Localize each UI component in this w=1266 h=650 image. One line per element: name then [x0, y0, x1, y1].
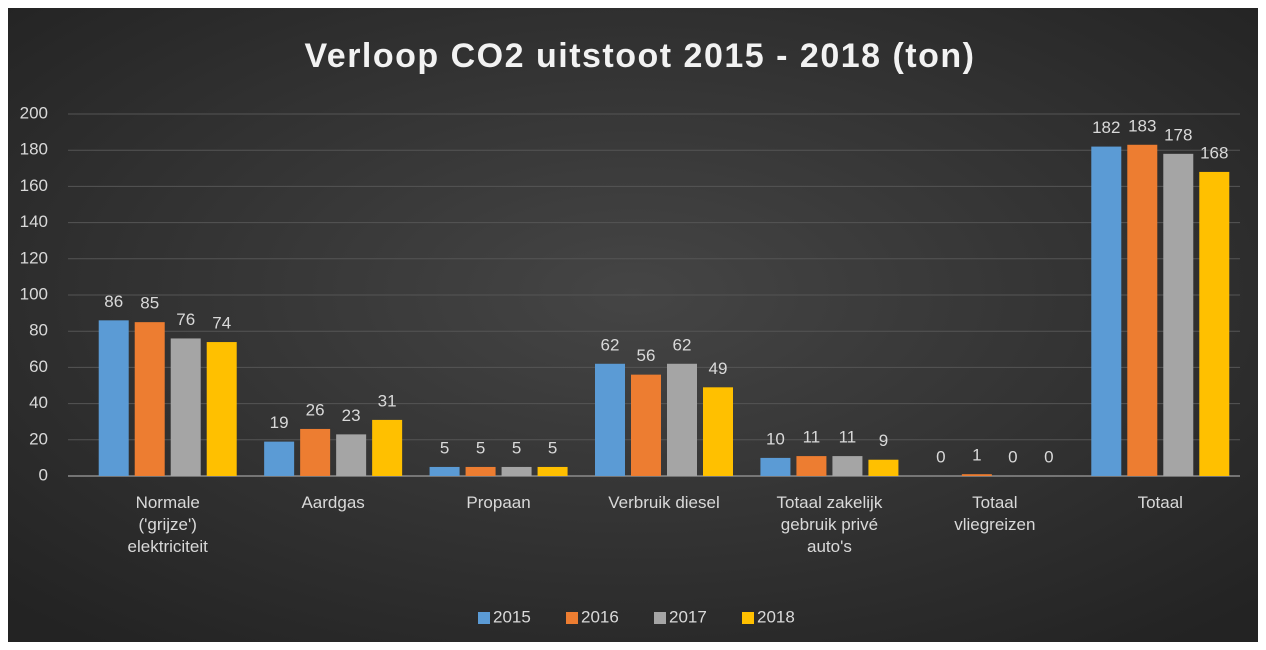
y-tick-label: 200 [20, 103, 48, 122]
bar [961, 474, 992, 476]
bar [1127, 144, 1158, 476]
bar [796, 456, 827, 476]
data-label: 182 [1092, 118, 1120, 137]
bar [760, 457, 791, 476]
y-tick-label: 180 [20, 140, 48, 159]
bar [595, 363, 625, 476]
legend-swatch [566, 612, 578, 624]
bar [537, 466, 568, 476]
y-tick-label: 160 [20, 176, 48, 195]
data-label: 86 [104, 292, 123, 311]
legend-label: 2015 [493, 607, 531, 626]
bar [264, 441, 295, 476]
x-tick-label: Aardgas [301, 493, 365, 512]
bar [372, 419, 403, 476]
data-label: 31 [378, 391, 397, 410]
x-tick-label: Propaan [466, 493, 531, 512]
bar [206, 342, 237, 476]
y-tick-label: 120 [20, 248, 48, 267]
chart-title: Verloop CO2 uitstoot 2015 - 2018 (ton) [304, 37, 975, 75]
data-label: 62 [601, 335, 620, 354]
bar [631, 374, 661, 476]
bar [832, 456, 863, 476]
bar [703, 387, 733, 476]
data-label: 74 [212, 314, 231, 333]
legend-swatch [742, 612, 754, 624]
y-tick-label: 20 [29, 429, 48, 448]
data-label: 5 [512, 438, 521, 457]
legend-label: 2018 [757, 607, 795, 626]
bar [868, 459, 899, 476]
data-label: 11 [839, 428, 857, 447]
y-tick-label: 40 [29, 393, 48, 412]
data-label: 0 [936, 447, 945, 466]
bar [134, 322, 165, 476]
data-label: 19 [270, 413, 289, 432]
x-tick-label: Verbruik diesel [608, 493, 720, 512]
bar [300, 428, 331, 476]
data-label: 10 [766, 429, 785, 448]
legend-label: 2016 [581, 607, 619, 626]
data-label: 178 [1164, 125, 1192, 144]
data-label: 62 [673, 335, 692, 354]
y-tick-label: 0 [39, 465, 48, 484]
data-label: 9 [879, 431, 888, 450]
bar [1199, 171, 1230, 477]
data-label: 49 [709, 359, 728, 378]
bar [1091, 146, 1122, 476]
bar [501, 466, 532, 476]
legend-swatch [654, 612, 666, 624]
y-tick-label: 100 [20, 284, 48, 303]
bar [170, 338, 201, 476]
data-label: 85 [140, 294, 159, 313]
bar [336, 434, 367, 476]
y-tick-label: 80 [29, 321, 48, 340]
x-tick-label: Totaal zakelijk gebruik privé auto's [776, 493, 883, 556]
data-label: 23 [342, 406, 361, 425]
data-label: 5 [440, 438, 449, 457]
x-tick-label: Totaal vliegreizen [954, 493, 1036, 534]
bar [98, 320, 129, 476]
bar [1163, 153, 1194, 476]
y-tick-label: 140 [20, 212, 48, 231]
data-label: 26 [306, 400, 325, 419]
data-label: 1 [972, 446, 981, 465]
data-label: 76 [176, 310, 195, 329]
y-tick-label: 60 [29, 357, 48, 376]
data-label: 11 [803, 428, 821, 447]
data-label: 5 [548, 438, 557, 457]
data-label: 0 [1044, 447, 1053, 466]
bar [429, 466, 460, 476]
data-label: 168 [1200, 143, 1228, 162]
data-label: 56 [637, 346, 656, 365]
data-label: 5 [476, 438, 485, 457]
x-tick-label: Normale ('grijze') elektriciteit [127, 493, 208, 556]
data-label: 0 [1008, 447, 1017, 466]
bar [667, 363, 697, 476]
legend-label: 2017 [669, 607, 707, 626]
x-tick-label: Totaal [1137, 493, 1183, 512]
data-label: 183 [1128, 116, 1156, 135]
bar [465, 466, 496, 476]
legend-swatch [478, 612, 490, 624]
